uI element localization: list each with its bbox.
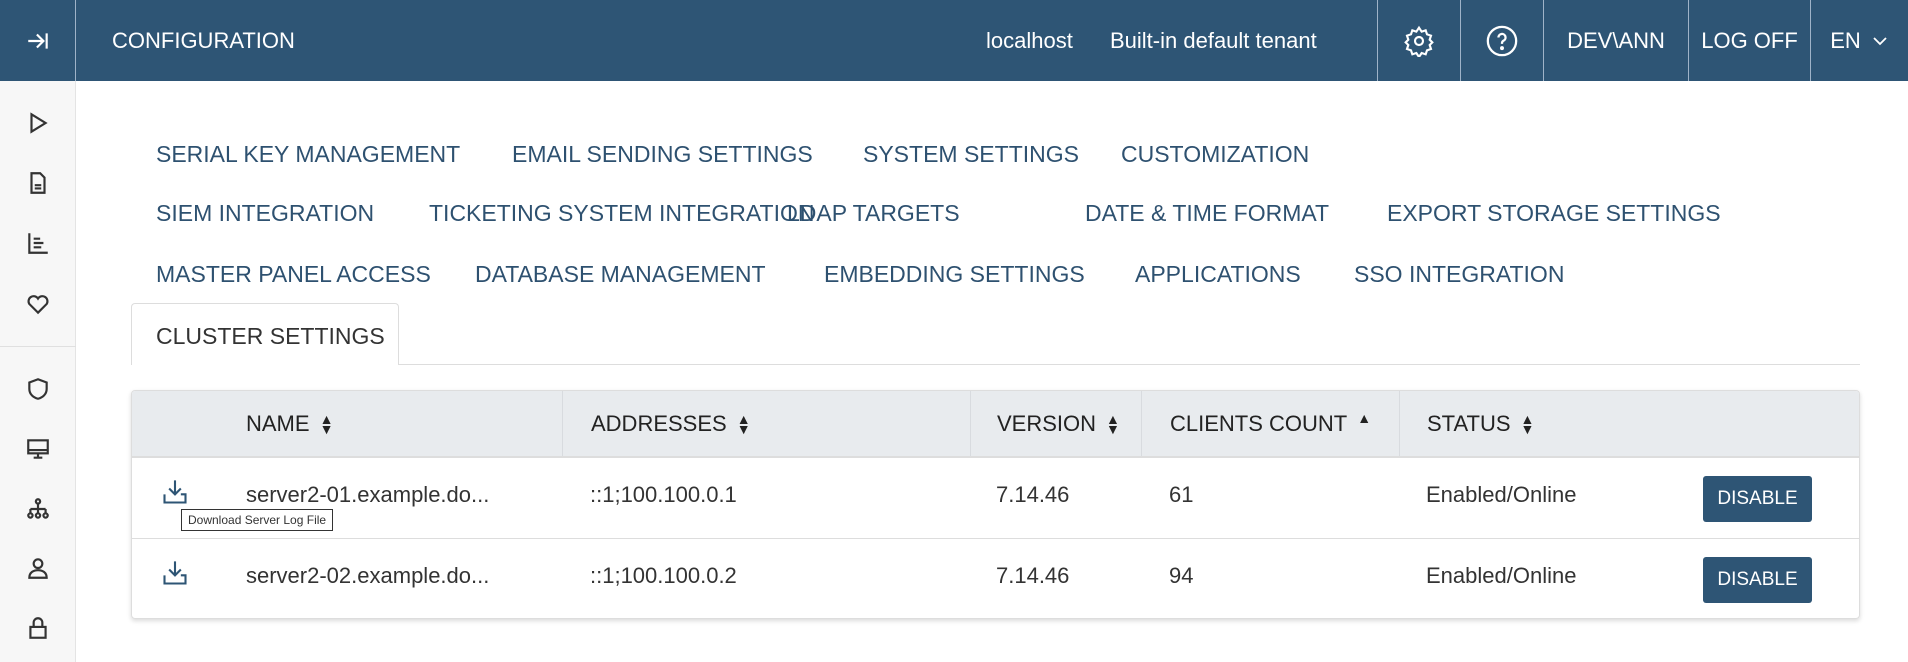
server-addresses: ::1;100.100.0.2 xyxy=(590,563,737,588)
log-off-button[interactable]: LOG OFF xyxy=(1688,0,1810,81)
sort-both-icon: ▲ ▼ xyxy=(736,410,751,437)
shield-icon xyxy=(28,378,48,400)
disable-button[interactable]: DISABLE xyxy=(1703,476,1812,522)
tab-cluster-settings[interactable]: CLUSTER SETTINGS xyxy=(131,303,399,365)
column-addresses[interactable]: ADDRESSES ▲ ▼ xyxy=(562,391,970,456)
server-version: 7.14.46 xyxy=(996,482,1070,507)
column-label: ADDRESSES xyxy=(591,410,727,436)
user-button[interactable]: DEV\ANN xyxy=(1543,0,1688,81)
sidebar-item-computers[interactable] xyxy=(22,433,54,465)
server-name[interactable]: server2-01.example.do... xyxy=(246,482,490,507)
clients-count: 94 xyxy=(1169,563,1194,588)
expand-sidebar-button[interactable] xyxy=(0,0,76,81)
user-icon xyxy=(28,558,48,579)
help-button[interactable] xyxy=(1460,0,1543,81)
server-name[interactable]: server2-02.example.do... xyxy=(246,563,490,588)
sort-both-icon: ▲ ▼ xyxy=(1106,410,1120,437)
server-version: 7.14.46 xyxy=(996,563,1070,588)
hierarchy-icon xyxy=(27,498,49,519)
clients-count: 61 xyxy=(1169,482,1194,507)
tab-customization[interactable]: CUSTOMIZATION xyxy=(1121,141,1310,167)
settings-button[interactable] xyxy=(1377,0,1460,81)
download-log-icon[interactable] xyxy=(161,559,189,587)
tab-system-settings[interactable]: SYSTEM SETTINGS xyxy=(863,141,1079,167)
disable-button[interactable]: DISABLE xyxy=(1703,557,1812,603)
document-icon xyxy=(30,172,46,194)
tab-ticketing-system-integration[interactable]: TICKETING SYSTEM INTEGRATION xyxy=(429,200,815,226)
sidebar-item-hierarchy[interactable] xyxy=(22,493,54,525)
server-status: Enabled/Online xyxy=(1426,482,1577,507)
play-icon xyxy=(30,112,48,134)
column-version[interactable]: VERSION ▲ ▼ xyxy=(970,391,1141,456)
sidebar xyxy=(0,81,76,662)
help-icon xyxy=(1486,25,1518,56)
sidebar-item-security[interactable] xyxy=(22,373,54,405)
sidebar-item-run[interactable] xyxy=(22,107,54,139)
chevron-down-icon xyxy=(1873,36,1887,45)
page-title: CONFIGURATION xyxy=(112,27,295,53)
table-row: server2-01.example.do... ::1;100.100.0.1… xyxy=(132,458,1859,539)
expand-icon xyxy=(27,32,48,49)
server-status: Enabled/Online xyxy=(1426,563,1577,588)
language-select[interactable]: EN xyxy=(1810,0,1908,81)
column-label: VERSION xyxy=(997,410,1097,436)
tab-applications[interactable]: APPLICATIONS xyxy=(1135,261,1301,287)
tab-database-management[interactable]: DATABASE MANAGEMENT xyxy=(475,261,766,287)
server-addresses: ::1;100.100.0.1 xyxy=(590,482,737,507)
table-row: server2-02.example.do... ::1;100.100.0.2… xyxy=(132,539,1859,618)
column-status[interactable]: STATUS ▲ ▼ xyxy=(1399,391,1859,456)
tab-divider xyxy=(131,364,1860,365)
column-name[interactable]: NAME ▲ ▼ xyxy=(132,391,562,456)
sort-both-icon: ▲ ▼ xyxy=(1520,410,1535,437)
column-label: CLIENTS COUNT xyxy=(1170,410,1348,436)
tab-sso-integration[interactable]: SSO INTEGRATION xyxy=(1354,261,1565,287)
gear-icon xyxy=(1404,25,1434,57)
column-label: NAME xyxy=(246,410,310,436)
tab-ldap-targets[interactable]: LDAP TARGETS xyxy=(787,200,960,226)
table-header: NAME ▲ ▼ ADDRESSES ▲ ▼ VERSION ▲ ▼ CLIENTS COU… xyxy=(132,391,1859,458)
sidebar-item-documents[interactable] xyxy=(22,167,54,199)
language-value: EN xyxy=(1830,27,1861,53)
sort-asc-icon: ▲ xyxy=(1357,409,1372,426)
tab-email-sending-settings[interactable]: EMAIL SENDING SETTINGS xyxy=(512,141,813,167)
tab-date-time-format[interactable]: DATE & TIME FORMAT xyxy=(1085,200,1330,226)
sort-both-icon: ▲ ▼ xyxy=(319,410,334,437)
sidebar-item-reports[interactable] xyxy=(22,227,54,259)
tab-serial-key-management[interactable]: SERIAL KEY MANAGEMENT xyxy=(156,141,461,167)
tab-embedding-settings[interactable]: EMBEDDING SETTINGS xyxy=(824,261,1085,287)
lock-icon xyxy=(29,617,47,639)
tab-master-panel-access[interactable]: MASTER PANEL ACCESS xyxy=(156,261,431,287)
tenant-label[interactable]: Built-in default tenant xyxy=(1110,27,1317,53)
top-bar: CONFIGURATION localhost Built-in default… xyxy=(0,0,1908,81)
sidebar-divider xyxy=(0,346,76,347)
monitor-icon xyxy=(27,439,49,459)
tab-siem-integration[interactable]: SIEM INTEGRATION xyxy=(156,200,375,226)
reports-icon xyxy=(28,233,48,254)
download-log-icon[interactable] xyxy=(161,478,189,506)
cluster-table: NAME ▲ ▼ ADDRESSES ▲ ▼ VERSION ▲ ▼ CLIENTS COU… xyxy=(131,390,1860,619)
tooltip: Download Server Log File xyxy=(181,509,334,531)
tab-export-storage-settings[interactable]: EXPORT STORAGE SETTINGS xyxy=(1387,200,1721,226)
column-label: STATUS xyxy=(1427,410,1511,436)
column-clients-count[interactable]: CLIENTS COUNT ▲ xyxy=(1141,391,1399,456)
host-label: localhost xyxy=(986,27,1073,53)
sidebar-item-users[interactable] xyxy=(22,552,54,584)
sidebar-item-favorites[interactable] xyxy=(22,288,54,320)
sidebar-item-access[interactable] xyxy=(22,612,54,644)
heart-icon xyxy=(27,295,49,315)
